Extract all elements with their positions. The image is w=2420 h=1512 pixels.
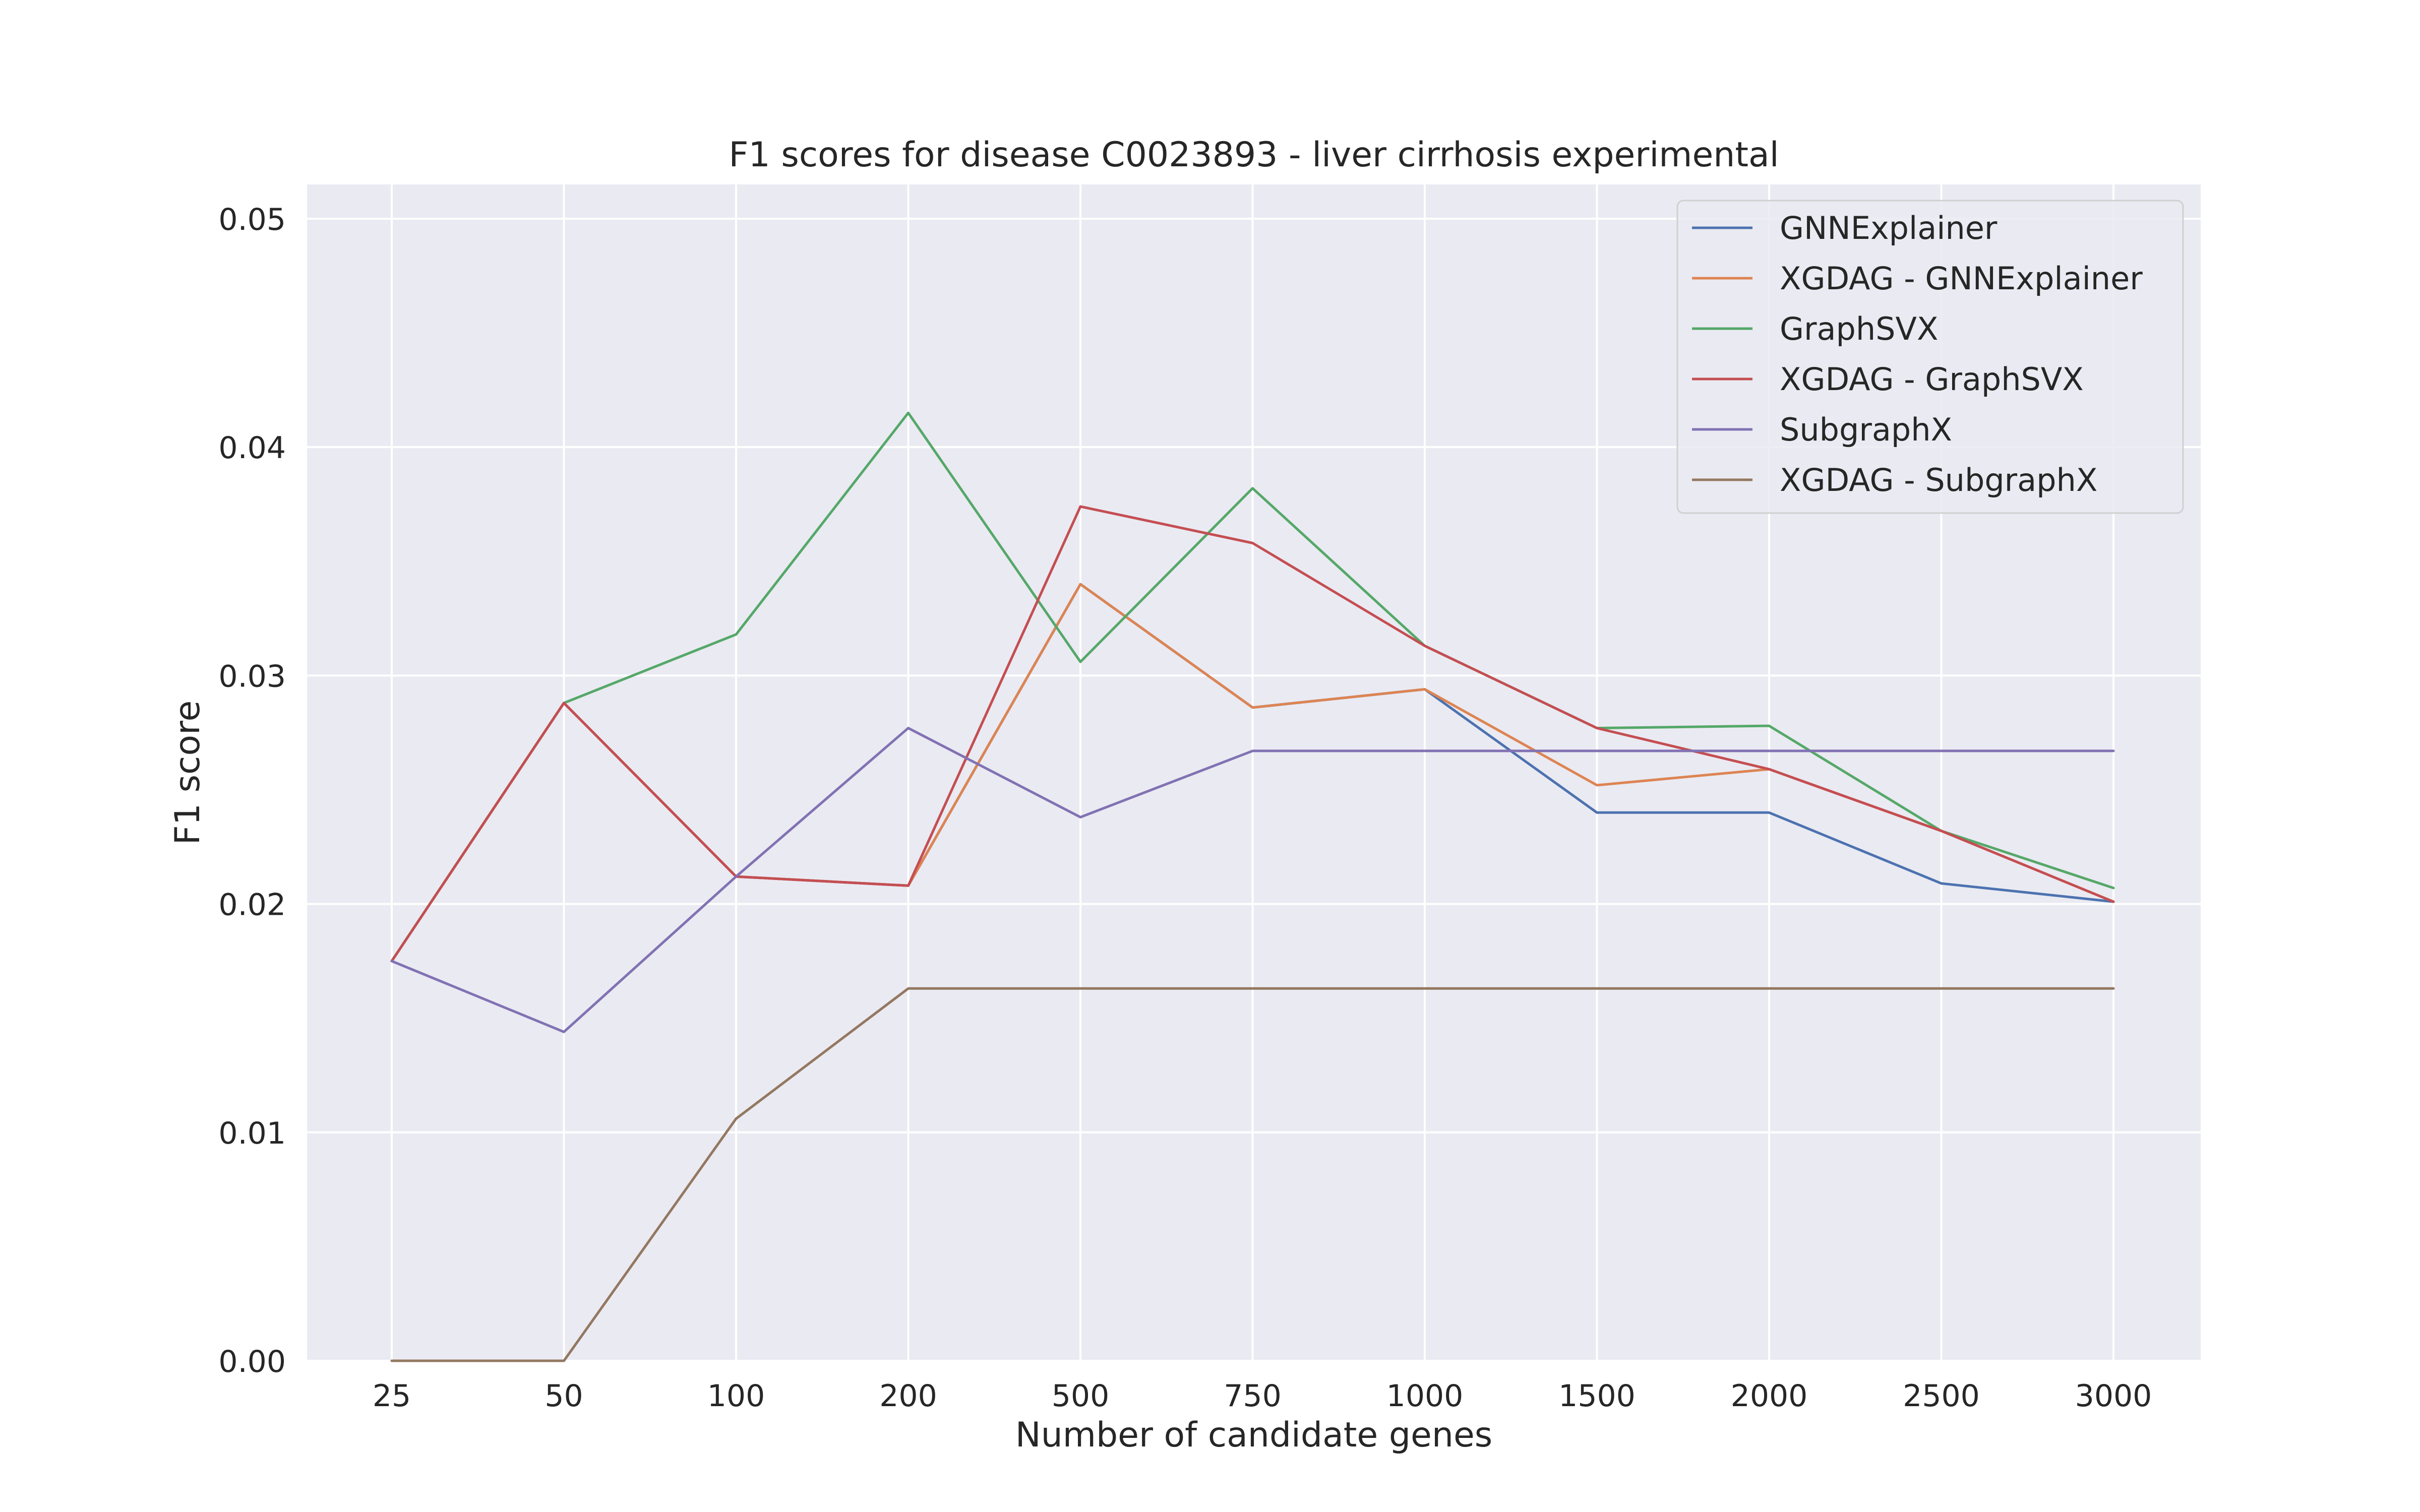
data-point	[1769, 750, 1770, 751]
data-point	[736, 876, 737, 877]
series-line	[390, 505, 2115, 963]
data-point	[1252, 988, 1253, 989]
y-tick-label: 0.03	[218, 659, 286, 694]
data-point	[2113, 750, 2114, 751]
series-lines	[390, 411, 2115, 1362]
y-tick-label: 0.02	[218, 888, 286, 923]
data-point	[736, 634, 737, 635]
y-tick-label: 0.04	[218, 430, 286, 466]
series-line	[390, 987, 2115, 1362]
data-point	[1941, 750, 1942, 751]
x-tick-labels: 25 50 100 200 500 750 1000 1500 2000 2500 3000	[373, 1378, 2152, 1414]
x-tick-label: 2000	[1731, 1378, 1808, 1414]
y-tick-label: 0.05	[218, 202, 286, 237]
x-tick-label: 25	[373, 1378, 411, 1414]
data-point	[908, 988, 909, 989]
x-tick-label: 1500	[1558, 1378, 1636, 1414]
legend-label: GNNExplainer	[1780, 210, 1998, 246]
x-tick-label: 750	[1224, 1378, 1282, 1414]
y-tick-labels: 0.00 0.01 0.02 0.03 0.04 0.05	[218, 202, 286, 1379]
data-point	[736, 1118, 737, 1119]
legend: GNNExplainer XGDAG - GNNExplainer GraphSVX…	[1676, 200, 2184, 514]
series-xgdag-graphsvx	[390, 505, 2115, 963]
y-tick-label: 0.01	[218, 1116, 286, 1151]
legend-label: XGDAG - GNNExplainer	[1780, 260, 2143, 297]
legend-label: XGDAG - GraphSVX	[1780, 361, 2084, 398]
data-point	[1252, 707, 1253, 708]
legend-label: GraphSVX	[1780, 310, 1938, 347]
data-point	[1080, 584, 1081, 585]
x-tick-label: 200	[879, 1378, 937, 1414]
y-tick-label: 0.00	[218, 1344, 286, 1379]
x-tick-label: 500	[1052, 1378, 1110, 1414]
series-graphsvx	[390, 411, 2115, 963]
data-point	[1252, 750, 1253, 751]
y-axis-label: F1 score	[168, 701, 208, 845]
x-tick-label: 100	[707, 1378, 765, 1414]
chart-title: F1 scores for disease C0023893 - liver c…	[729, 135, 1779, 175]
legend-box	[1676, 200, 2184, 514]
data-point	[1941, 988, 1942, 989]
legend-label: XGDAG - SubgraphX	[1780, 462, 2097, 498]
series-xgdag-subgraphx	[390, 987, 2115, 1362]
x-tick-label: 1000	[1386, 1378, 1464, 1414]
data-point	[2113, 988, 2114, 989]
series-subgraphx	[390, 727, 2115, 1033]
series-line	[390, 411, 2115, 963]
x-axis-label: Number of candidate genes	[1015, 1415, 1492, 1455]
x-tick-label: 3000	[2075, 1378, 2152, 1414]
series-line	[390, 727, 2115, 1033]
data-point	[1769, 812, 1770, 813]
legend-label: SubgraphX	[1780, 411, 1952, 448]
x-tick-label: 2500	[1903, 1378, 1980, 1414]
data-point	[1769, 769, 1770, 770]
data-point	[1080, 988, 1081, 989]
data-point	[1769, 988, 1770, 989]
x-tick-label: 50	[544, 1378, 583, 1414]
data-point	[1941, 883, 1942, 884]
